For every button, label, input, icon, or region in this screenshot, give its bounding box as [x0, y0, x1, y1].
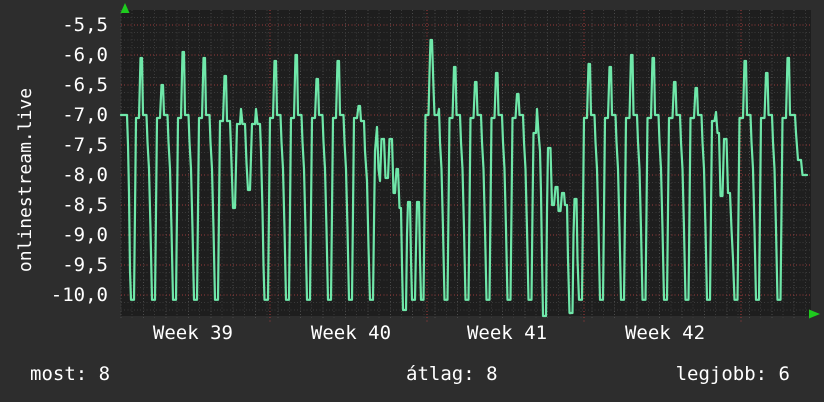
y-axis-tick-label: -10,0	[50, 284, 108, 306]
stat-atlag: átlag: 8	[406, 363, 498, 385]
listener-series-line	[119, 38, 809, 318]
y-axis-tick-label: -8,5	[62, 194, 108, 216]
y-axis-tick-label: -9,0	[62, 224, 108, 246]
x-axis-week-label: Week 40	[310, 322, 392, 344]
y-axis-tick-label: -7,5	[62, 134, 108, 156]
plot-area	[121, 10, 811, 316]
y-axis-tick-label: -6,5	[62, 74, 108, 96]
stat-most: most: 8	[30, 363, 111, 385]
y-axis-tick-label: -7,0	[62, 104, 108, 126]
x-axis-week-label: Week 42	[624, 322, 706, 344]
stat-legjobb: legjobb: 6	[675, 363, 790, 385]
x-axis-week-label: Week 39	[152, 322, 233, 344]
x-axis-arrow-icon	[809, 309, 820, 319]
x-axis-week-label: Week 41	[466, 322, 548, 344]
y-axis-tick-label: -6,0	[62, 44, 108, 66]
y-axis-tick-label: -9,5	[62, 254, 108, 276]
y-axis-tick-label: -5,5	[62, 14, 108, 36]
y-axis-tick-label: -8,0	[62, 164, 108, 186]
y-axis-arrow-icon	[120, 3, 130, 13]
